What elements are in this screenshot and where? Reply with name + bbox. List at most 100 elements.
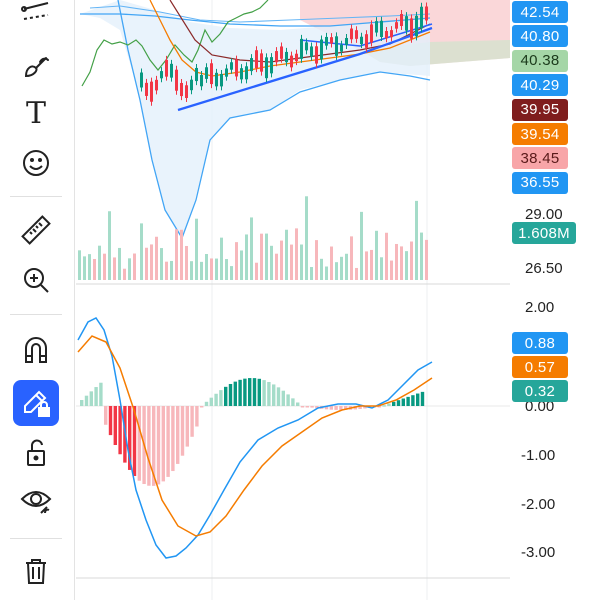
candle-body	[395, 22, 398, 29]
candle-body	[305, 42, 308, 51]
macd-axis-label: -2.00	[521, 496, 556, 513]
unlock-icon	[27, 439, 45, 466]
macd-axis-label: -1.00	[521, 447, 556, 464]
histogram-bar	[377, 406, 381, 408]
volume-bar	[140, 223, 143, 280]
candle-body	[335, 36, 338, 56]
volume-bar	[220, 237, 223, 280]
candle-body	[145, 82, 148, 96]
zoom-button[interactable]	[13, 257, 59, 303]
candle-body	[425, 6, 428, 21]
candle-body	[355, 30, 358, 39]
volume-bar	[300, 244, 303, 280]
histogram-bar	[358, 406, 362, 410]
histogram-bar	[238, 379, 242, 406]
candle-body	[390, 30, 393, 38]
measure-button[interactable]	[13, 207, 59, 253]
volume-bar	[215, 258, 218, 280]
histogram-bar	[132, 406, 137, 477]
candle-body	[205, 67, 208, 79]
text-button[interactable]: T	[13, 90, 59, 136]
lock-drawings-button[interactable]	[13, 380, 59, 426]
volume-bar	[310, 267, 313, 280]
volume-bar	[270, 245, 273, 280]
volume-bar	[83, 256, 86, 280]
volume-bar	[405, 251, 408, 280]
pencil-lock-icon	[24, 390, 50, 417]
histogram-bar	[286, 394, 290, 406]
candle-body	[230, 62, 233, 70]
histogram-bar	[94, 387, 98, 406]
brush-button[interactable]	[13, 43, 59, 89]
volume-bar	[385, 232, 388, 280]
volume-bar	[123, 268, 126, 280]
toolbar-separator	[10, 196, 62, 197]
lock-button[interactable]	[13, 430, 59, 476]
candle-body	[245, 66, 248, 80]
volume-bar	[113, 257, 116, 280]
volume-bar	[390, 260, 393, 280]
histogram-bar	[296, 402, 300, 406]
candle-body	[295, 53, 298, 62]
hide-button[interactable]	[13, 477, 59, 523]
bollinger-fill	[80, 0, 430, 238]
price-tag: 40.80	[512, 25, 568, 48]
candle-body	[225, 68, 228, 77]
line-tools-button[interactable]	[13, 0, 59, 34]
magnet-icon	[25, 337, 47, 363]
histogram-bar	[262, 380, 266, 406]
toolbar-separator	[10, 314, 62, 315]
signal-line	[77, 335, 433, 537]
volume-bar	[395, 243, 398, 280]
histogram-bar	[104, 406, 108, 425]
volume-bar	[165, 261, 168, 280]
histogram-bar	[382, 405, 386, 407]
volume-axis-label: 26.50	[525, 260, 563, 277]
bollinger-upper	[80, 13, 431, 27]
histogram-bar	[276, 387, 281, 406]
candle-body	[315, 46, 318, 64]
histogram-bar	[257, 378, 261, 406]
histogram-bar	[166, 406, 170, 477]
eye-icon	[20, 491, 52, 514]
price-tag: 42.54	[512, 1, 568, 23]
candle-body	[210, 63, 213, 85]
smiley-icon	[23, 150, 49, 176]
candle-body	[370, 24, 373, 43]
trend-line-lower	[177, 26, 433, 112]
histogram-bar	[315, 406, 319, 409]
drawing-toolbar: T	[0, 0, 75, 600]
candle-body	[220, 73, 223, 87]
emoji-button[interactable]	[13, 140, 59, 186]
candle-body	[320, 39, 323, 60]
volume-bar	[175, 229, 178, 280]
histogram-bar	[272, 384, 276, 406]
volume-bar	[355, 267, 358, 280]
histogram-bar	[89, 391, 93, 406]
histogram-bar	[161, 406, 165, 482]
macd-axis-label: -3.00	[521, 544, 556, 561]
volume-bar	[195, 218, 198, 280]
volume-bar	[350, 236, 353, 280]
histogram-bar	[209, 397, 213, 406]
signal-value-tag: 0.57	[512, 356, 568, 378]
histogram-bar	[185, 406, 189, 447]
volume-bar	[210, 258, 213, 280]
volume-bar	[230, 266, 233, 280]
histogram-bar	[113, 406, 117, 446]
candle-body	[340, 44, 343, 52]
volume-bar	[245, 234, 248, 280]
histogram-bar	[108, 406, 113, 436]
candle-body	[190, 79, 193, 91]
candle-body	[270, 57, 273, 74]
histogram-bar	[329, 406, 333, 410]
volume-bar	[128, 258, 131, 280]
delete-button[interactable]	[13, 548, 59, 594]
magnet-button[interactable]	[13, 327, 59, 373]
candle-body	[200, 75, 203, 87]
candle-body	[360, 36, 363, 45]
histogram-bar	[214, 393, 218, 406]
volume-axis-label: 29.00	[525, 206, 563, 223]
histogram-bar	[339, 406, 343, 410]
